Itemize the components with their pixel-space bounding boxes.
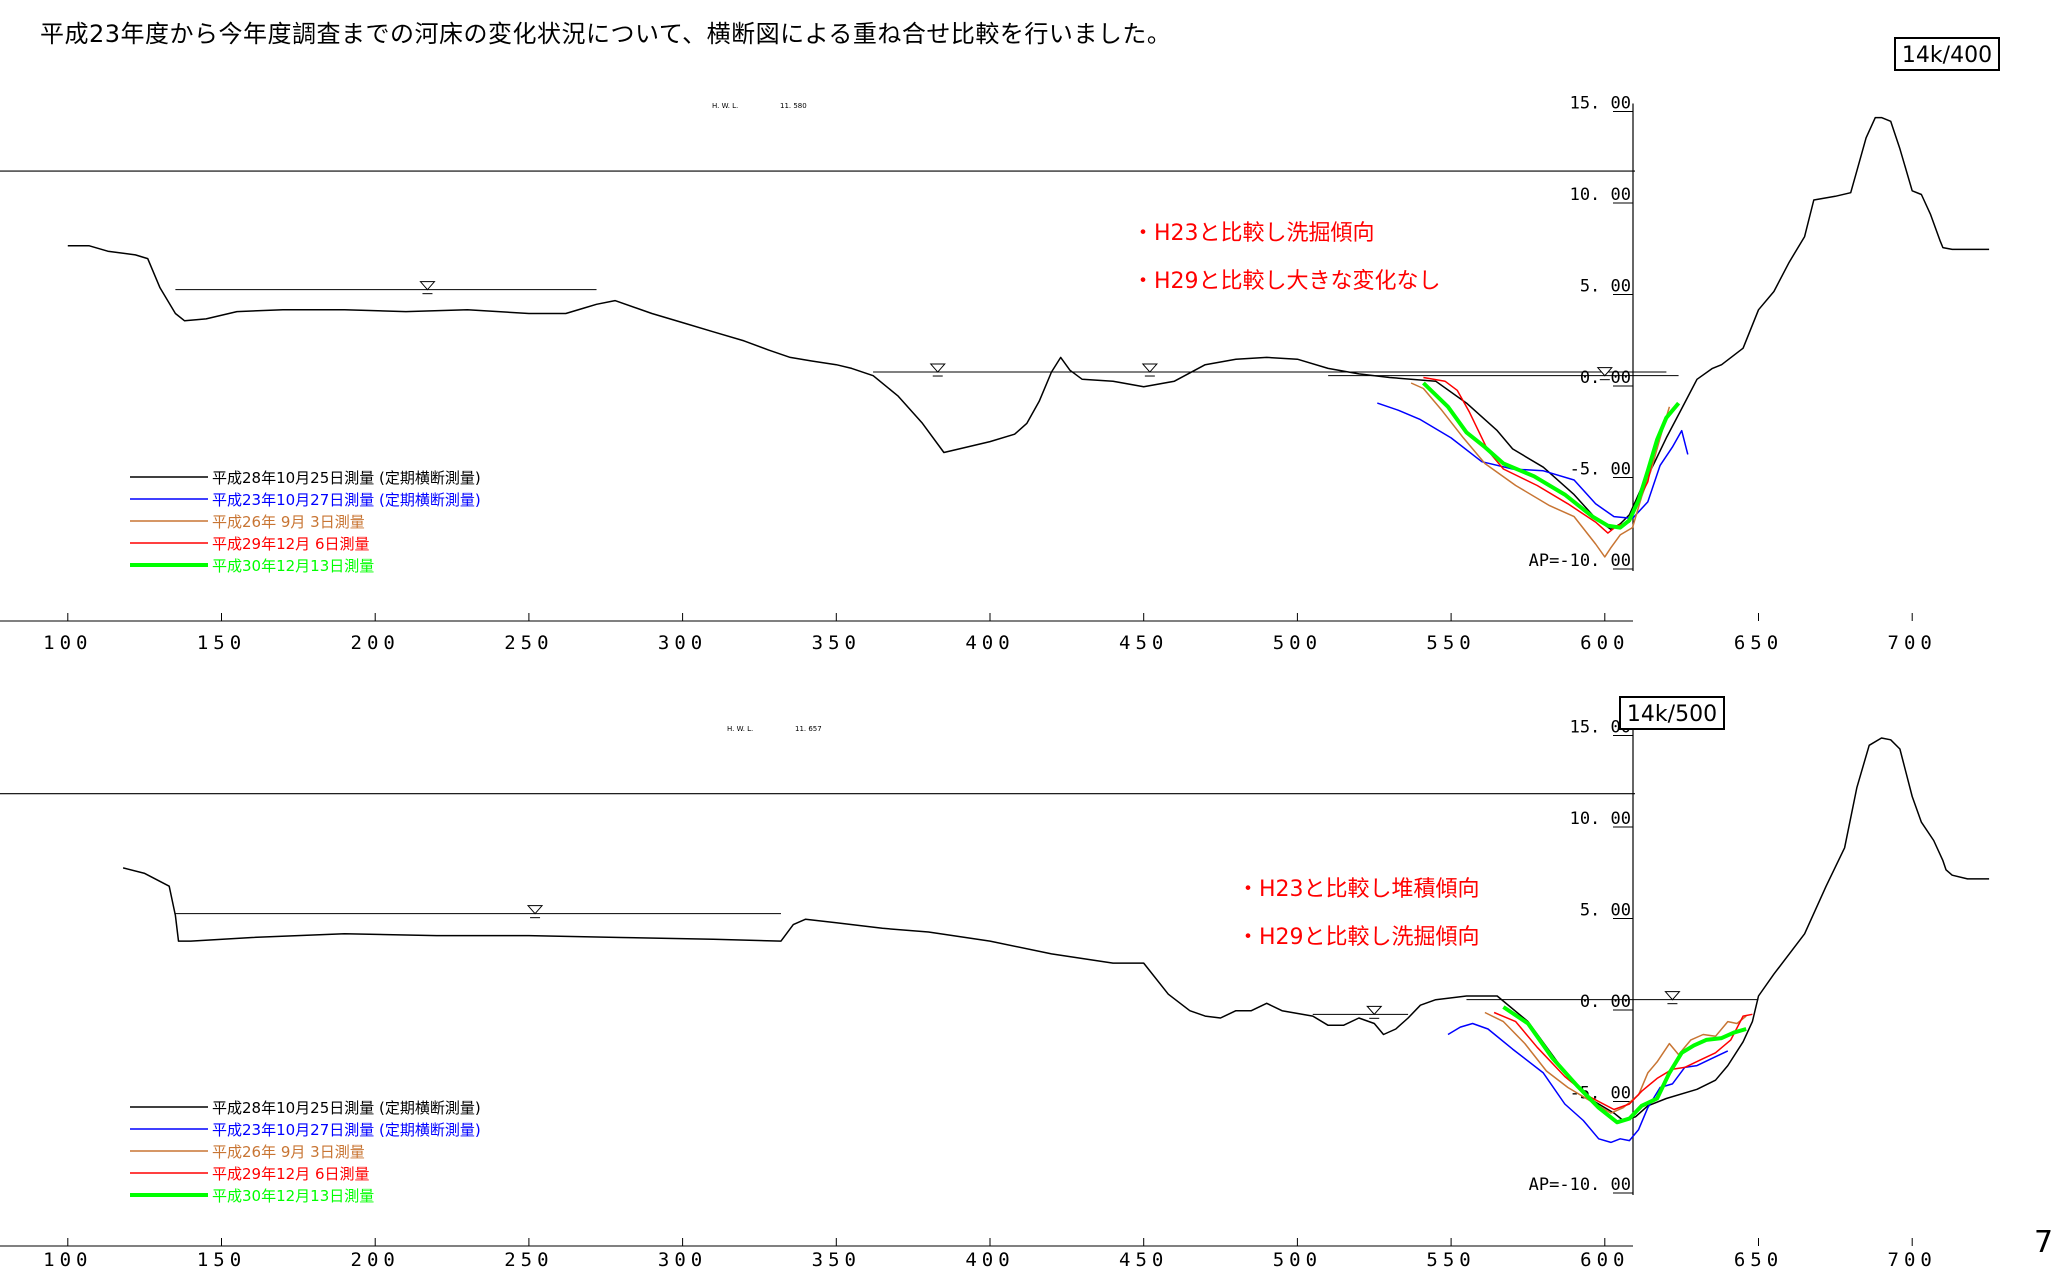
x-tick-label: 700 [1888,632,1937,654]
y-tick-label: 5. 00 [1580,277,1631,297]
survey-line-4 [1502,1005,1747,1125]
x-tick-label: 500 [1273,632,1322,654]
annotation-text: ・H29と比較し洗掘傾向 [1237,925,1480,950]
cross-section-panel-0: H. W. L. 11. 580 15. 00 10. 00 5. 00 0. 00 -5.… [0,37,2000,654]
page-heading: 平成23年度から今年度調査までの河床の変化状況について、横断図による重ね合せ比較… [40,20,1172,48]
water-level-marker [526,905,544,915]
legend-label: 平成30年12月13日測量 [212,557,374,575]
x-tick-label: 400 [965,1249,1014,1271]
annotation-text: ・H23と比較し堆積傾向 [1237,877,1480,902]
y-tick-label: 5. 00 [1580,901,1631,921]
x-tick-label: 450 [1119,1249,1168,1271]
legend-label: 平成23年10月27日測量 (定期横断測量) [212,1121,481,1139]
legend-label: 平成28年10月25日測量 (定期横断測量) [212,469,481,487]
y-tick-label: 0. 00 [1580,368,1631,388]
x-tick-label: 200 [351,632,400,654]
x-tick-label: 100 [43,632,92,654]
x-tick-label: 600 [1580,1249,1629,1271]
y-tick-label: 0. 00 [1580,992,1631,1012]
y-tick-label: 10. 00 [1570,809,1631,829]
section-label-box [1619,696,1725,730]
survey-line-4 [1422,381,1681,530]
legend-label: 平成29年12月 6日測量 [212,1165,370,1183]
x-tick-label: 450 [1119,632,1168,654]
x-tick-label: 550 [1426,632,1475,654]
legend-label: 平成26年 9月 3日測量 [212,513,365,531]
water-level-marker [419,281,436,291]
legend-label: 平成29年12月 6日測量 [212,535,370,553]
water-level-marker [1141,363,1158,373]
survey-line-0 [67,116,1990,531]
x-tick-label: 200 [351,1249,400,1271]
y-tick-label: 10. 00 [1570,185,1631,205]
section-label-box [1894,37,2000,71]
water-level-marker [929,363,946,373]
x-tick-label: 250 [504,1249,553,1271]
y-tick-label: -5. 00 [1570,460,1631,480]
hwl-value-label: 11. 657 [795,725,822,733]
x-tick-label: 300 [658,632,707,654]
x-tick-label: 150 [197,632,246,654]
water-level-marker [1366,1005,1383,1016]
x-tick-label: 350 [812,632,861,654]
legend-label: 平成28年10月25日測量 (定期横断測量) [212,1099,481,1117]
x-tick-label: 400 [965,632,1014,654]
x-tick-label: 650 [1734,632,1783,654]
water-level-marker [1596,367,1613,377]
x-tick-label: 700 [1888,1249,1937,1271]
y-tick-label: 15. 00 [1570,94,1631,114]
x-tick-label: 500 [1273,1249,1322,1271]
survey-line-2 [1484,1011,1747,1114]
legend-label: 平成26年 9月 3日測量 [212,1143,365,1161]
x-tick-label: 350 [812,1249,861,1271]
y-tick-label: 15. 00 [1570,718,1631,738]
section-label: 14k/500 [1627,702,1717,727]
section-label: 14k/400 [1902,43,1992,68]
water-level-marker [1664,991,1681,1001]
hwl-label: H. W. L. [712,102,738,110]
y-tick-label: AP=-10. 00 [1529,551,1631,571]
survey-line-1 [1377,402,1689,520]
survey-line-3 [1493,1011,1753,1111]
x-tick-label: 550 [1426,1249,1475,1271]
annotation-text: ・H23と比較し洗掘傾向 [1132,221,1375,246]
x-tick-label: 150 [197,1249,246,1271]
hwl-value-label: 11. 580 [780,102,807,110]
page-number: 7 [2034,1225,2054,1260]
x-tick-label: 100 [43,1249,92,1271]
x-tick-label: 600 [1580,632,1629,654]
survey-line-1 [1447,1022,1729,1144]
x-tick-label: 650 [1734,1249,1783,1271]
survey-line-0 [122,737,1990,1122]
x-tick-label: 250 [504,632,553,654]
annotation-text: ・H29と比較し大きな変化なし [1132,269,1441,294]
legend-label: 平成23年10月27日測量 (定期横断測量) [212,491,481,509]
legend-label: 平成30年12月13日測量 [212,1187,374,1205]
y-tick-label: AP=-10. 00 [1529,1175,1631,1195]
hwl-label: H. W. L. [727,725,753,733]
x-tick-label: 300 [658,1249,707,1271]
